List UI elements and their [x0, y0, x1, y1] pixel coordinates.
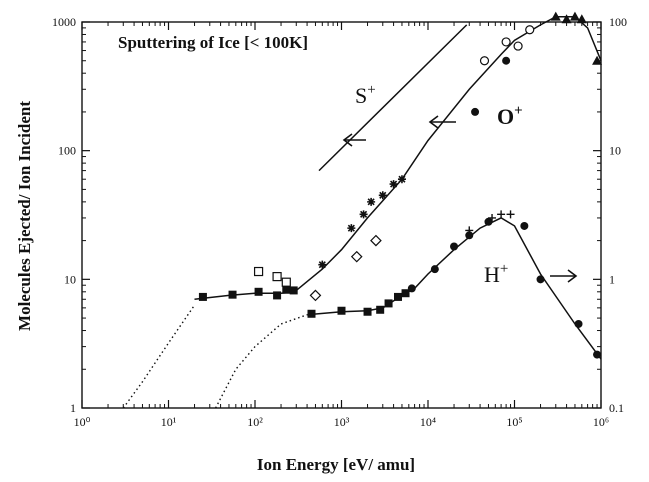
- left-arrow-o: [428, 115, 456, 129]
- y-tick-label: 100: [58, 144, 76, 158]
- chart-title: Sputtering of Ice [< 100K]: [118, 33, 308, 52]
- data-point-filled-circle: [574, 319, 583, 328]
- x-tick-label: 10⁶: [593, 415, 609, 429]
- data-point-asterisk: [367, 197, 376, 206]
- plot-area: [81, 21, 602, 409]
- data-point-filled-square: [273, 291, 282, 300]
- data-point-plus: [497, 210, 506, 219]
- data-point-filled-circle: [450, 242, 459, 251]
- data-point-filled-square: [376, 305, 385, 314]
- data-point-asterisk: [359, 210, 368, 219]
- y2-tick-label: 10: [609, 144, 621, 158]
- ion-label-o: O+: [497, 103, 523, 129]
- data-point-filled-triangle: [576, 14, 587, 24]
- x-axis-title: Ion Energy [eV/ amu]: [257, 455, 415, 474]
- y2-tick-label: 0.1: [609, 401, 624, 415]
- x-tick-label: 10⁵: [506, 415, 522, 429]
- data-point-filled-square: [394, 292, 403, 301]
- data-point-filled-square: [228, 290, 237, 299]
- axis-ticks: 10⁰ 10¹ 10² 10³ 10⁴ 10⁵ 10⁶ 1 10 100 1000 0.1 1 10 100: [52, 15, 627, 429]
- data-point-open-diamond: [370, 234, 382, 247]
- data-point-filled-circle: [593, 350, 602, 359]
- dotted-curve: [122, 304, 196, 409]
- data-point-filled-square: [289, 286, 298, 295]
- data-point-filled-circle: [430, 265, 439, 274]
- data-point-plus: [488, 213, 497, 222]
- data-point-filled-circle: [536, 275, 545, 284]
- data-point-open-circle: [479, 56, 490, 66]
- data-point-asterisk: [318, 260, 327, 269]
- data-point-filled-triangle: [592, 55, 603, 65]
- data-point-filled-circle: [407, 284, 416, 293]
- data-point-filled-square: [363, 307, 372, 316]
- y-tick-label: 1: [70, 401, 76, 415]
- data-point-asterisk: [397, 175, 406, 184]
- dotted-curve: [214, 314, 308, 409]
- data-point-asterisk: [347, 224, 356, 233]
- x-tick-label: 10²: [247, 415, 263, 429]
- x-tick-label: 10¹: [161, 415, 177, 429]
- fit-curve: [307, 217, 602, 360]
- ion-label-h: H+: [484, 261, 508, 287]
- y-tick-label: 1000: [52, 15, 76, 29]
- data-point-open-square: [253, 266, 264, 277]
- data-point-open-diamond: [350, 250, 363, 263]
- data-point-filled-circle: [502, 56, 511, 65]
- data-point-plus: [465, 226, 474, 235]
- data-point-filled-square: [198, 292, 207, 301]
- ion-label-s: S+: [355, 82, 376, 108]
- x-tick-label: 10³: [334, 415, 350, 429]
- data-point-open-square: [281, 277, 291, 287]
- y2-tick-label: 1: [609, 272, 615, 286]
- data-point-asterisk: [389, 180, 398, 189]
- fit-curve: [318, 24, 468, 172]
- data-point-filled-square: [337, 306, 346, 315]
- data-point-filled-triangle: [550, 11, 561, 21]
- data-point-filled-square: [282, 285, 291, 294]
- data-point-open-circle: [525, 25, 535, 35]
- x-tick-label: 10⁴: [420, 415, 436, 429]
- fit-curve: [295, 15, 602, 291]
- data-markers: [198, 11, 603, 359]
- data-point-filled-square: [401, 289, 410, 298]
- data-point-plus: [506, 210, 515, 219]
- data-point-filled-square: [254, 287, 263, 296]
- data-point-filled-triangle: [569, 11, 580, 21]
- data-point-open-square: [272, 272, 282, 282]
- left-arrow-s: [342, 133, 366, 147]
- data-point-filled-circle: [520, 221, 529, 230]
- data-point-filled-circle: [465, 231, 474, 240]
- data-point-filled-square: [384, 299, 393, 308]
- plot-frame: [81, 21, 602, 409]
- data-point-filled-square: [307, 309, 316, 318]
- right-arrow-h: [550, 269, 578, 283]
- x-tick-label: 10⁰: [74, 415, 91, 429]
- y2-tick-label: 100: [609, 15, 627, 29]
- data-point-asterisk: [378, 191, 387, 200]
- data-point-open-diamond: [309, 289, 322, 302]
- data-point-open-circle: [501, 37, 511, 47]
- data-point-filled-circle: [484, 217, 493, 226]
- y-axis-title: Molecules Ejected/ Ion Incident: [15, 101, 34, 331]
- data-point-filled-triangle: [561, 14, 572, 24]
- data-point-open-circle: [513, 41, 523, 51]
- y-tick-label: 10: [64, 272, 76, 286]
- data-point-filled-circle: [471, 107, 480, 116]
